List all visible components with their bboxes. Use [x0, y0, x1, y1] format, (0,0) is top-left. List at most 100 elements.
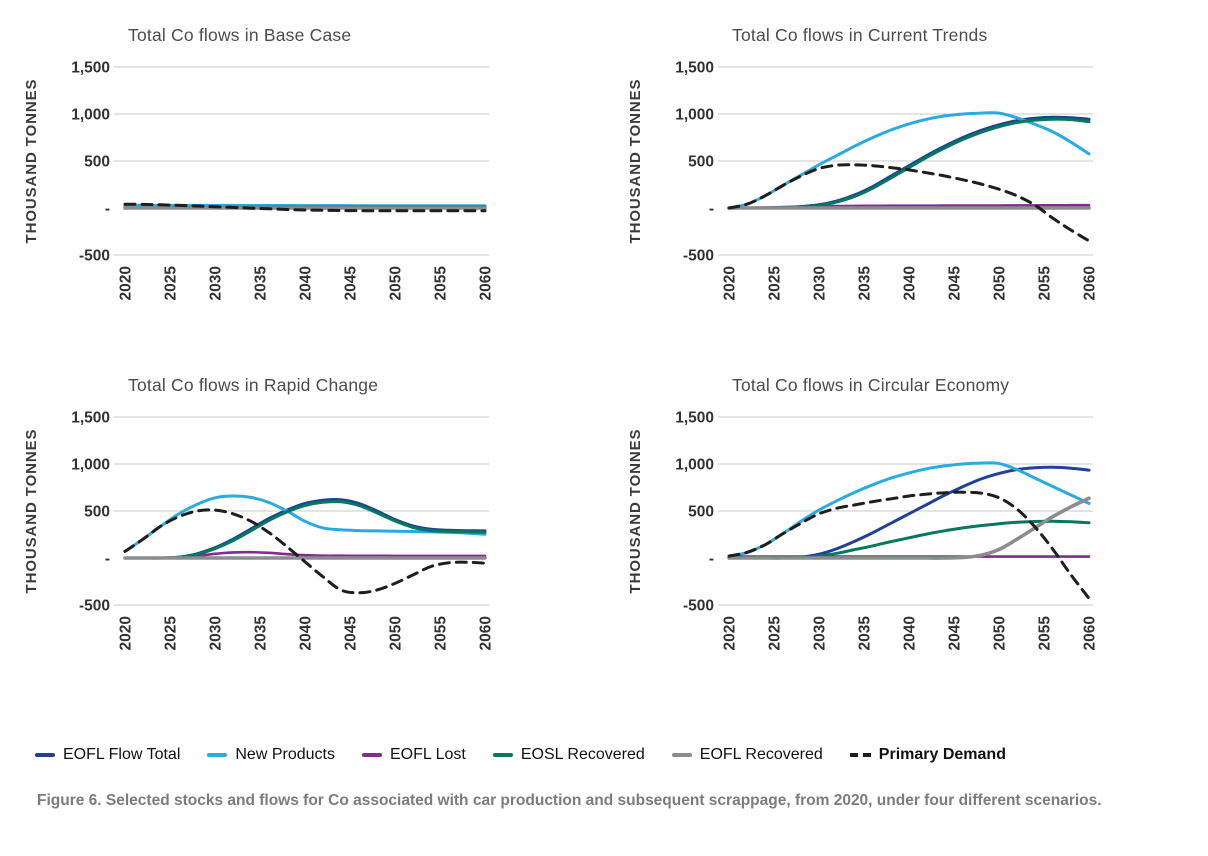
x-tick-label: 2060 — [1082, 616, 1099, 650]
chart-circular-economy: Total Co flows in Circular Economy THOUS… — [604, 350, 1208, 700]
y-tick-label: -500 — [683, 248, 714, 265]
legend-label: EOFL Flow Total — [63, 746, 181, 763]
series-new-products — [727, 461, 1091, 558]
x-tick-label: 2025 — [767, 266, 784, 301]
y-tick-label: 1,000 — [675, 457, 714, 474]
y-tick-label: -500 — [79, 598, 110, 615]
y-tick-label: 1,000 — [71, 107, 110, 124]
chart-title: Total Co flows in Rapid Change — [128, 375, 378, 395]
x-tick-label: 2060 — [478, 616, 495, 650]
legend-swatch-primary-demand — [849, 753, 871, 757]
x-tick-label: 2025 — [163, 266, 180, 301]
x-tick-label: 2050 — [992, 616, 1009, 650]
legend-swatch-eofl-flow-total — [35, 753, 55, 757]
legend-swatch-eofl-recovered — [671, 753, 692, 757]
legend-swatch-eofl-lost — [361, 753, 382, 757]
legend-label: New Products — [235, 746, 335, 763]
legend-item-eofl-flow-total: EOFL Flow Total — [35, 746, 180, 764]
series-primary-demand — [727, 163, 1091, 243]
y-tick-label: 1,500 — [675, 410, 714, 427]
y-tick-label: - — [105, 201, 110, 218]
series-eosl-recovered — [123, 500, 487, 560]
y-tick-label: 500 — [84, 504, 110, 521]
x-tick-label: 2035 — [253, 616, 270, 651]
x-tick-label: 2030 — [208, 616, 225, 650]
x-tick-label: 2050 — [992, 266, 1009, 300]
legend-item-primary-demand: Primary Demand — [849, 746, 1006, 764]
series-eofl-flow-total — [727, 115, 1091, 210]
x-tick-label: 2055 — [1037, 266, 1054, 301]
chart-title: Total Co flows in Current Trends — [732, 25, 987, 45]
x-tick-label: 2035 — [857, 616, 874, 651]
y-axis-label: THOUSAND TONNES — [627, 429, 644, 594]
x-tick-label: 2025 — [767, 616, 784, 651]
x-tick-label: 2060 — [478, 266, 495, 300]
x-tick-label: 2020 — [118, 266, 135, 300]
y-tick-label: 1,500 — [71, 60, 110, 77]
series-primary-demand — [727, 490, 1091, 600]
y-tick-label: -500 — [683, 598, 714, 615]
y-tick-label: 1,000 — [675, 107, 714, 124]
chart-current-trends-svg: Total Co flows in Current Trends THOUSAN… — [627, 25, 1099, 301]
y-axis-label: THOUSAND TONNES — [627, 79, 644, 244]
x-tick-label: 2050 — [388, 616, 405, 650]
x-tick-label: 2035 — [253, 266, 270, 301]
legend-item-new-products: New Products — [207, 746, 335, 764]
legend-label: EOSL Recovered — [520, 746, 645, 763]
chart-rapid-change-svg: Total Co flows in Rapid Change THOUSAND … — [23, 375, 495, 651]
series-new-products — [123, 494, 487, 553]
x-tick-label: 2045 — [947, 616, 964, 651]
x-tick-label: 2030 — [208, 266, 225, 300]
series-eosl-recovered — [727, 117, 1091, 210]
series-new-products — [727, 111, 1091, 210]
x-tick-label: 2050 — [388, 266, 405, 300]
legend-label: Primary Demand — [878, 746, 1006, 763]
plot-area: 1,500 1,000 500 - -500 2020 2025 2030 2035 2040 20… — [675, 60, 1098, 301]
y-axis-label: THOUSAND TONNES — [23, 429, 40, 594]
x-tick-label: 2030 — [812, 616, 829, 650]
series-eofl-recovered — [727, 496, 1091, 560]
x-tick-label: 2045 — [343, 616, 360, 651]
series-eofl-flow-total — [123, 497, 487, 560]
chart-title: Total Co flows in Circular Economy — [732, 375, 1009, 395]
plot-area: 1,500 1,000 500 - -500 2020 2025 2030 2035 2040 20… — [71, 60, 494, 301]
chart-base-case-svg: Total Co flows in Base Case THOUSAND TON… — [23, 25, 495, 301]
legend-item-eofl-lost: EOFL Lost — [361, 746, 466, 764]
y-axis-label: THOUSAND TONNES — [23, 79, 40, 244]
chart-circular-economy-svg: Total Co flows in Circular Economy THOUS… — [627, 375, 1099, 651]
charts-grid: Total Co flows in Base Case THOUSAND TON… — [0, 0, 1208, 700]
x-tick-label: 2040 — [298, 616, 315, 650]
plot-area: 1,500 1,000 500 - -500 2020 2025 2030 2035 2040 20… — [71, 410, 494, 651]
plot-area: 1,500 1,000 500 - -500 2020 2025 2030 2035 2040 20… — [675, 410, 1098, 651]
x-tick-label: 2045 — [343, 266, 360, 301]
x-tick-label: 2035 — [857, 266, 874, 301]
y-tick-label: - — [709, 551, 714, 568]
legend-item-eofl-recovered: EOFL Recovered — [671, 746, 823, 764]
x-tick-label: 2045 — [947, 266, 964, 301]
y-tick-label: 500 — [688, 154, 714, 171]
legend-swatch-new-products — [207, 753, 228, 757]
chart-rapid-change: Total Co flows in Rapid Change THOUSAND … — [0, 350, 604, 700]
figure-page: Total Co flows in Base Case THOUSAND TON… — [0, 0, 1208, 809]
x-tick-label: 2020 — [722, 616, 739, 650]
chart-current-trends: Total Co flows in Current Trends THOUSAN… — [604, 0, 1208, 350]
x-tick-label: 2020 — [118, 616, 135, 650]
y-tick-label: 1,500 — [675, 60, 714, 77]
x-tick-label: 2025 — [163, 616, 180, 651]
legend: EOFL Flow Total New Products EOFL Lost E… — [0, 744, 1208, 766]
series-primary-demand — [123, 508, 487, 595]
figure-caption: Figure 6. Selected stocks and flows for … — [37, 792, 1102, 809]
y-tick-label: - — [105, 551, 110, 568]
series-eofl-flow-total — [727, 465, 1091, 560]
legend-label: EOFL Recovered — [699, 746, 823, 763]
x-tick-label: 2055 — [433, 616, 450, 651]
y-tick-label: 1,000 — [71, 457, 110, 474]
x-tick-label: 2020 — [722, 266, 739, 300]
x-tick-label: 2030 — [812, 266, 829, 300]
y-tick-label: - — [709, 201, 714, 218]
chart-title: Total Co flows in Base Case — [128, 25, 351, 45]
legend-label: EOFL Lost — [389, 746, 466, 763]
y-tick-label: -500 — [79, 248, 110, 265]
legend-swatch-eosl-recovered — [492, 753, 513, 757]
x-tick-label: 2055 — [433, 266, 450, 301]
